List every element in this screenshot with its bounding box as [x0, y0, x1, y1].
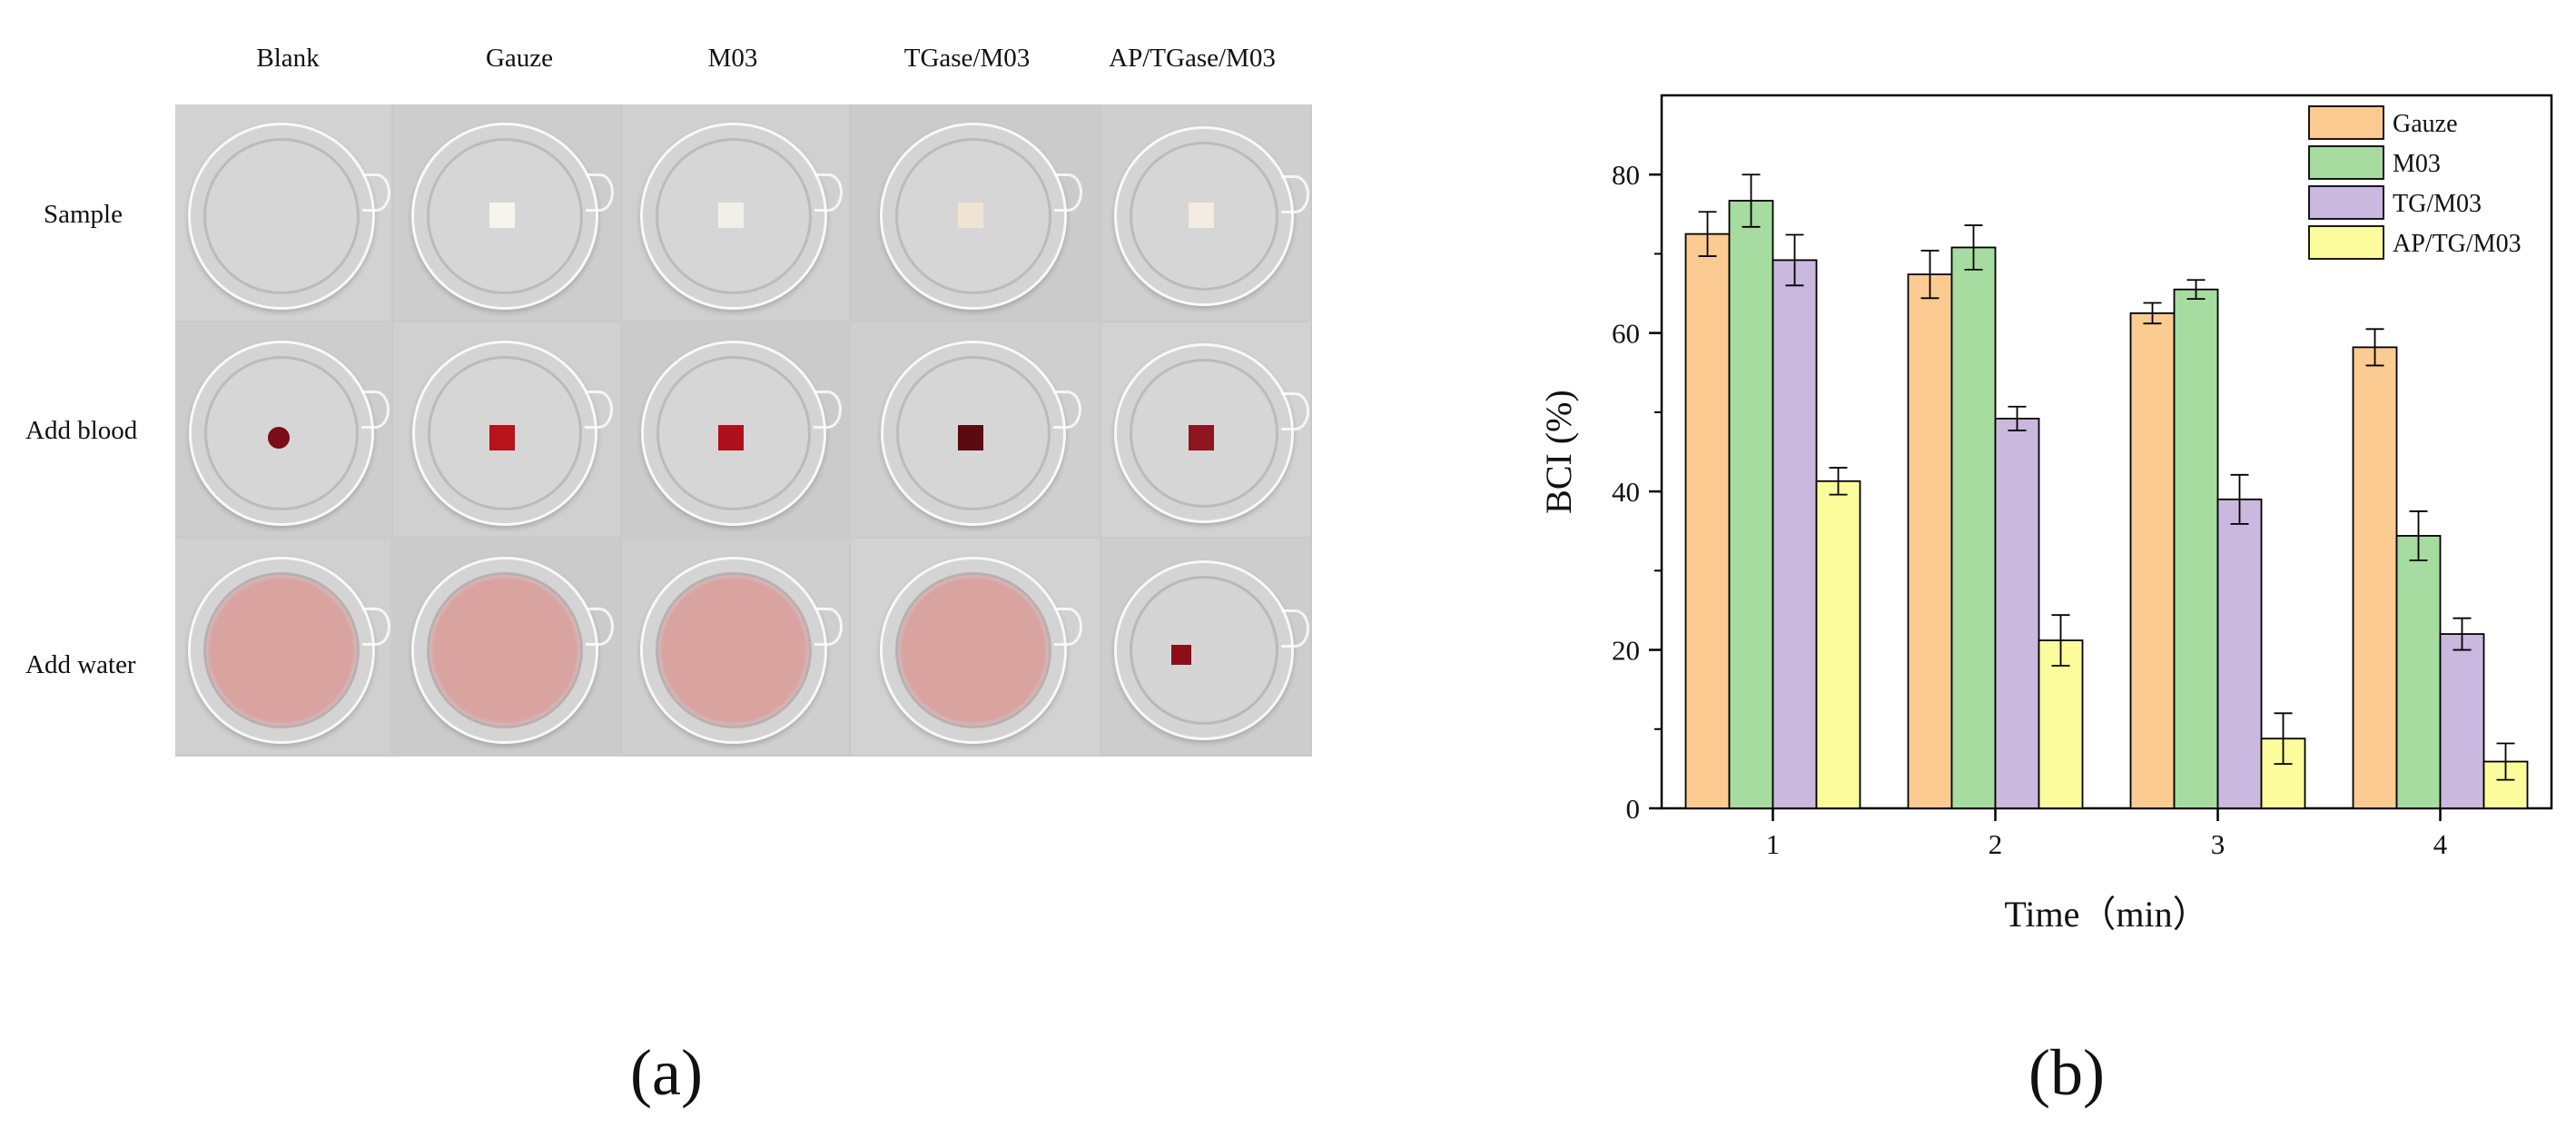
photo-cell [851, 539, 1100, 755]
beaker-spout [1281, 174, 1309, 213]
photo-cell [1101, 104, 1310, 321]
y-tick-label: 80 [1612, 159, 1640, 191]
row-label-add-water: Add water [25, 650, 136, 679]
beaker [188, 557, 375, 744]
beaker-spout [586, 173, 614, 212]
blood-clot [958, 425, 983, 450]
blood-clot [489, 425, 515, 450]
row-label-add-blood: Add blood [25, 416, 138, 445]
photo-cell [1101, 539, 1310, 755]
photo-cell [175, 539, 391, 755]
x-tick-label: 4 [2433, 828, 2448, 860]
x-tick-label: 1 [1766, 828, 1781, 860]
sample-piece [718, 203, 744, 228]
y-tick-label: 40 [1612, 476, 1640, 508]
bar-m03 [2395, 535, 2442, 809]
blood-clot [718, 425, 744, 450]
beaker [1114, 560, 1294, 740]
panel-b: 0 20 40 60 80 1 2 3 4 Time（min） BCI (%) Gauze M03 TG/… [1344, 0, 2576, 1138]
legend-label: M03 [2393, 150, 2441, 178]
legend-swatch [2308, 225, 2384, 260]
plot-frame [1660, 94, 2553, 810]
column-label-blank: Blank [256, 44, 320, 73]
sample-piece [489, 203, 515, 228]
row-label-sample: Sample [44, 200, 123, 229]
beaker-spout [362, 608, 390, 646]
beaker-spout [814, 391, 842, 430]
photo-cell [851, 322, 1100, 537]
sample-piece [958, 203, 983, 228]
column-label-m03: M03 [707, 44, 758, 73]
photo-cell [393, 104, 620, 321]
bar-gauze [2352, 346, 2398, 809]
photo-cell [622, 322, 849, 537]
y-tick-label: 20 [1612, 635, 1640, 667]
x-axis-label: Time（min） [2004, 894, 2208, 935]
beaker [411, 557, 598, 744]
blood-clot [1171, 645, 1191, 665]
bar-tg-m03 [1772, 259, 1818, 809]
beaker-spout [1281, 609, 1309, 648]
photo-cell [175, 322, 391, 537]
x-tick-label: 3 [2211, 828, 2226, 860]
blood-clot [268, 427, 290, 449]
blood-clot [1189, 425, 1214, 450]
legend-swatch [2308, 105, 2384, 140]
beaker [881, 341, 1066, 526]
beaker-spout [814, 608, 843, 646]
photo-cell [851, 104, 1100, 321]
beaker-spout [1054, 173, 1082, 212]
y-axis-label: BCI (%) [1538, 390, 1579, 514]
bar-ap-tg-m03 [1815, 480, 1861, 809]
y-tick-label: 60 [1612, 318, 1640, 350]
panel-label-b: (b) [2028, 1036, 2105, 1109]
legend-label: AP/TG/M03 [2393, 230, 2522, 258]
column-label-gauze: Gauze [485, 44, 554, 73]
bar-tg-m03 [2216, 498, 2263, 809]
beaker-spout [1054, 608, 1082, 646]
photo-cell [622, 539, 849, 755]
beaker [188, 123, 375, 310]
legend-swatch [2308, 185, 2384, 220]
bar-tg-m03 [2439, 633, 2485, 809]
photo-cell [393, 539, 620, 755]
beaker-spout [586, 608, 614, 646]
panel-a: Blank Gauze M03 TGase/M03 AP/TGase/M03 S… [25, 44, 1312, 1109]
bar-m03 [2173, 288, 2219, 809]
beaker-spout [362, 173, 390, 212]
beaker [880, 557, 1067, 744]
bar-gauze [2129, 312, 2176, 809]
beaker-spout [1053, 391, 1081, 430]
beaker-spout [585, 391, 613, 430]
photo-cell [1101, 322, 1310, 537]
bar-ap-tg-m03 [2038, 639, 2084, 809]
column-label-ap-tgase-m03: AP/TGase/M03 [1109, 44, 1276, 73]
bar-chart: 0 20 40 60 80 1 2 3 4 Time（min） BCI (%) Gauze M03 TG/… [1538, 94, 2553, 935]
photo-cell [622, 104, 849, 321]
bar-gauze [1684, 233, 1731, 809]
legend-label: TG/M03 [2393, 190, 2482, 218]
y-tick-label: 0 [1626, 793, 1641, 825]
panel-label-a: (a) [630, 1036, 703, 1109]
beaker-spout [361, 391, 390, 430]
column-label-tgase-m03: TGase/M03 [903, 44, 1031, 73]
bar-m03 [1950, 246, 1997, 809]
photo-cell [393, 322, 620, 537]
bar-m03 [1728, 200, 1774, 809]
x-tick-label: 2 [1989, 828, 2003, 860]
legend-swatch [2308, 145, 2384, 180]
beaker [640, 557, 827, 744]
beaker-spout [1281, 391, 1309, 430]
sample-piece [1189, 203, 1214, 228]
photo-cell [175, 104, 391, 321]
legend-label: Gauze [2393, 110, 2458, 138]
beaker-spout [814, 173, 843, 212]
bar-tg-m03 [1994, 417, 2040, 809]
photo-grid [175, 104, 1312, 757]
bar-gauze [1907, 273, 1953, 809]
